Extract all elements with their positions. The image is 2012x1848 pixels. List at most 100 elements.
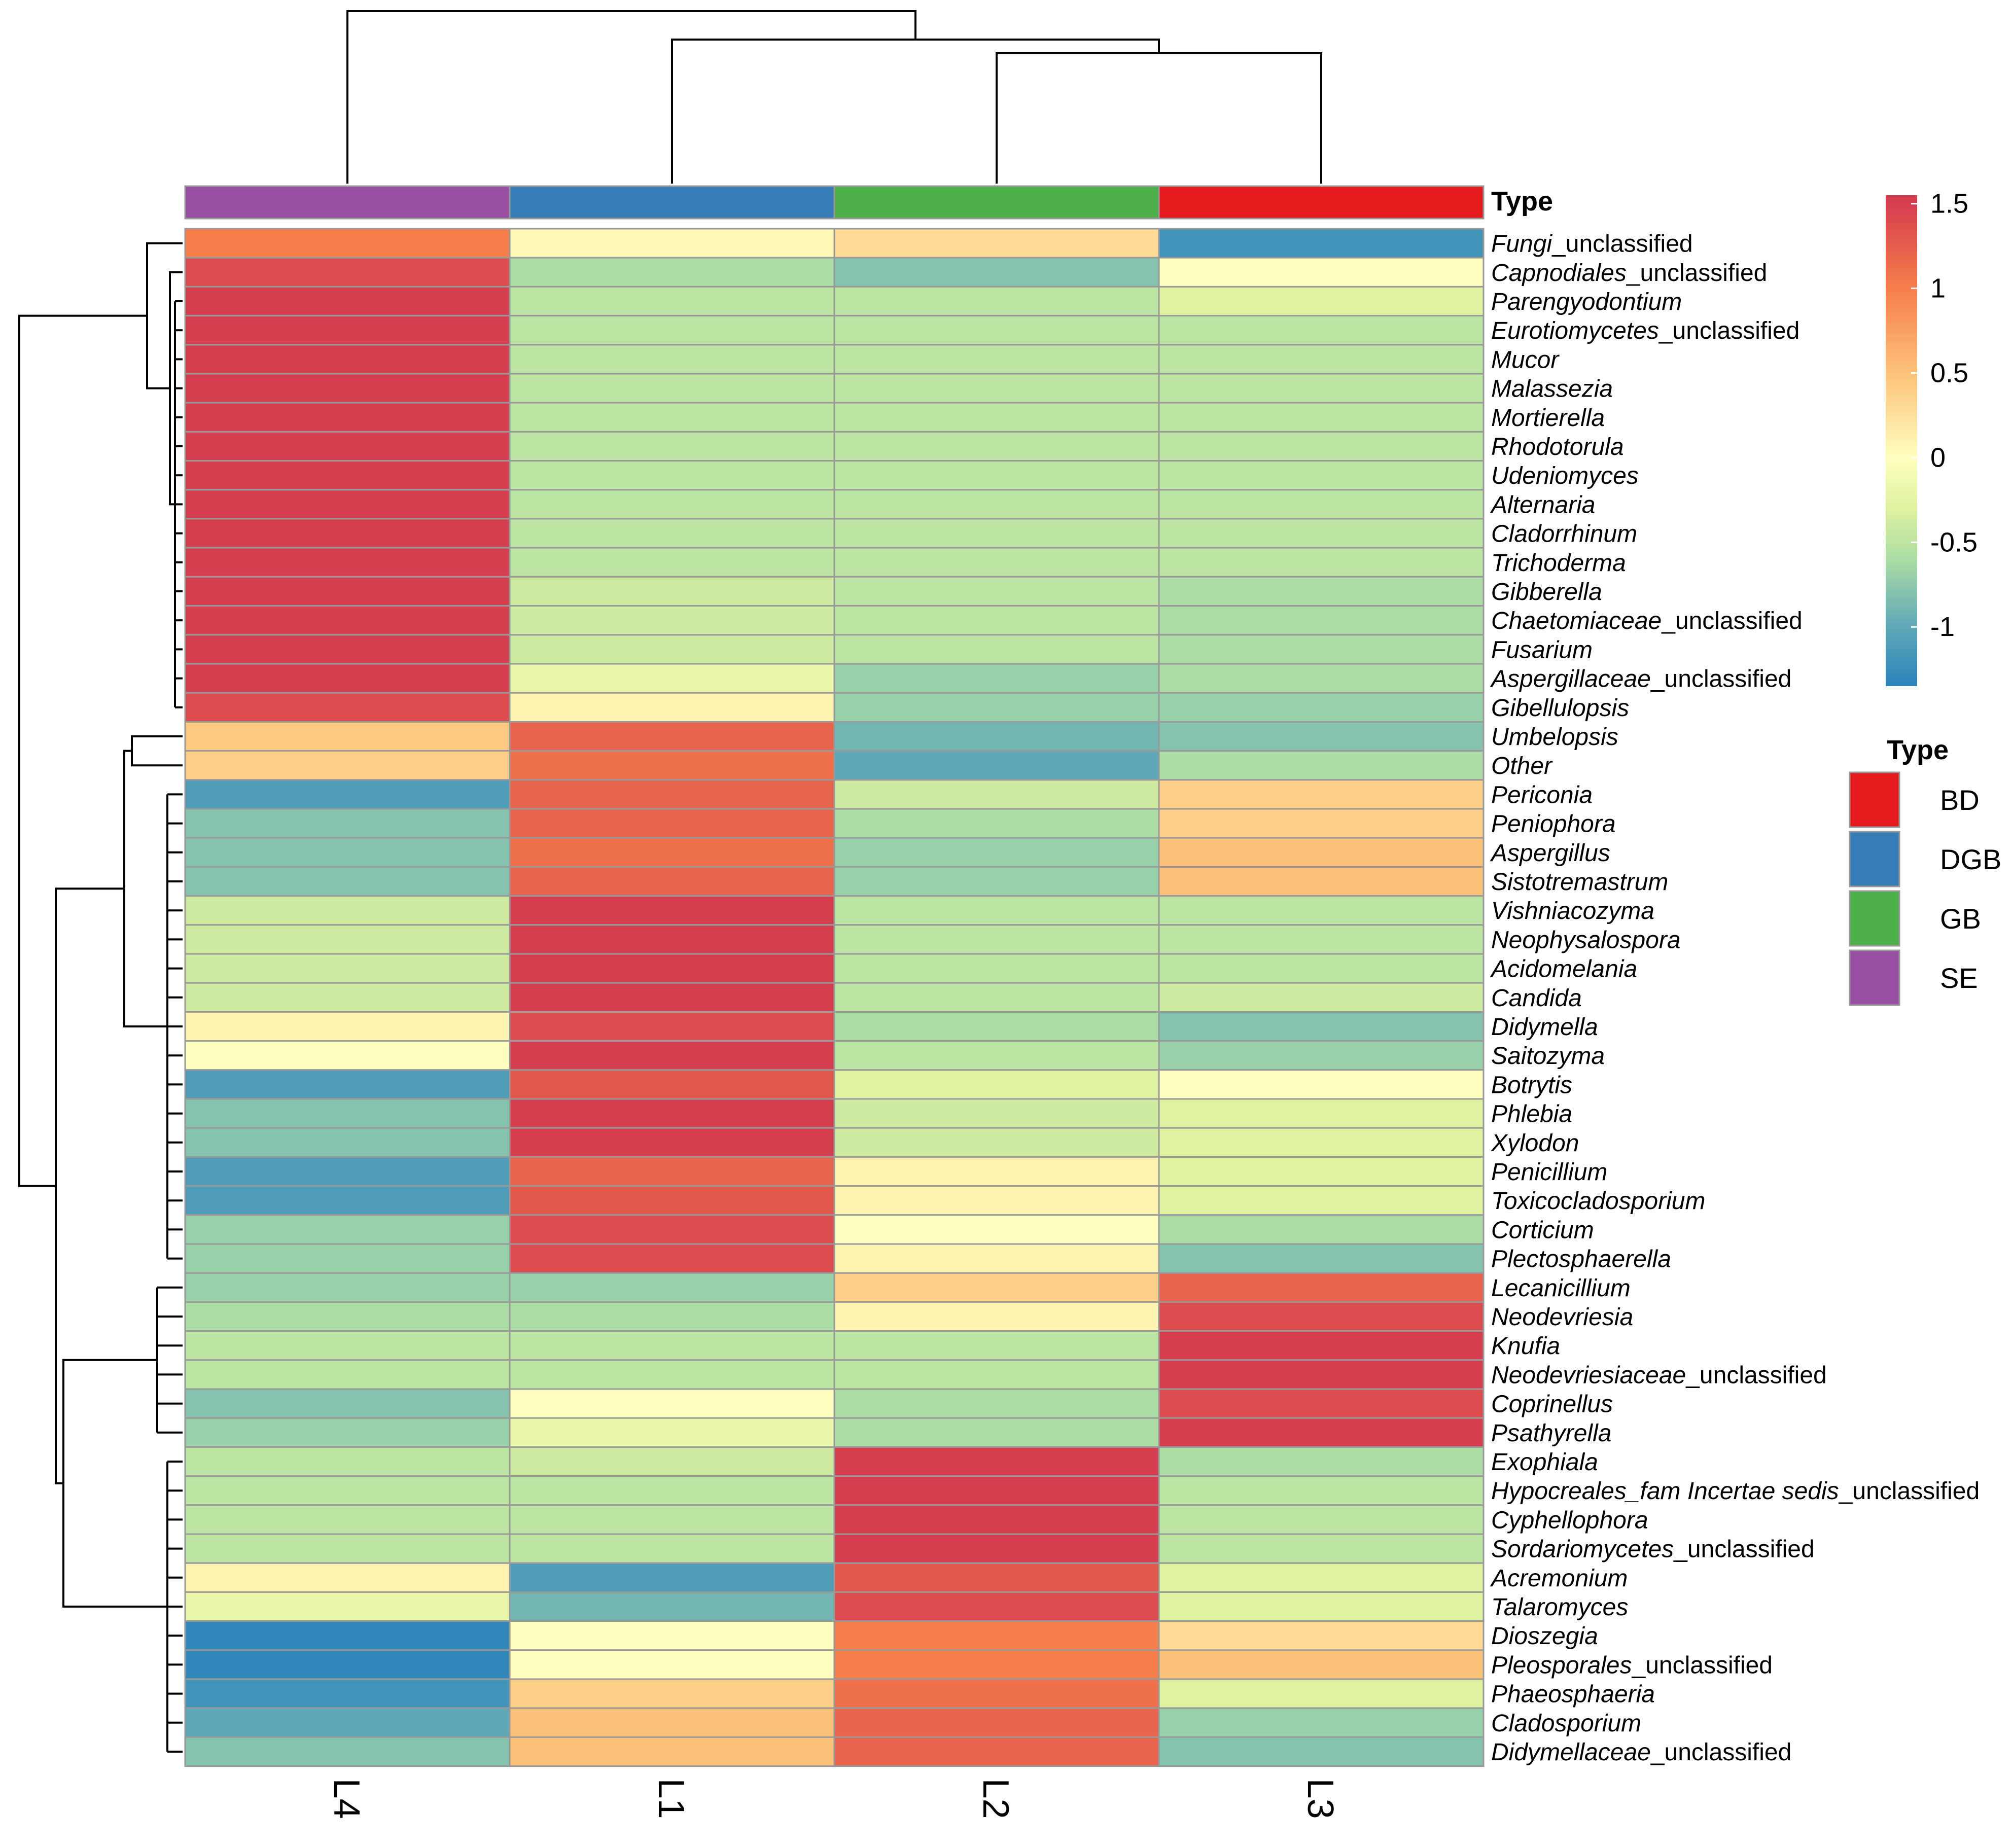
heatmap-cell bbox=[833, 692, 1160, 723]
heatmap-cell bbox=[184, 837, 511, 868]
heatmap-cell bbox=[1158, 779, 1485, 810]
heatmap-cell bbox=[509, 344, 835, 375]
heatmap-cell bbox=[833, 982, 1160, 1013]
heatmap-cell bbox=[833, 1475, 1160, 1506]
heatmap-cell bbox=[509, 1388, 835, 1419]
row-label: Alternaria bbox=[1490, 491, 1595, 518]
heatmap-cell bbox=[833, 460, 1160, 491]
heatmap-cell bbox=[1158, 1098, 1485, 1129]
heatmap-cell bbox=[509, 1504, 835, 1535]
row-label: Capnodiales_unclassified bbox=[1491, 260, 1767, 287]
heatmap-cell bbox=[1158, 1214, 1485, 1245]
heatmap-cell bbox=[833, 547, 1160, 578]
heatmap-cell bbox=[184, 1388, 511, 1419]
heatmap-cell bbox=[509, 779, 835, 810]
annotation-cell bbox=[1158, 185, 1485, 220]
legend-swatch bbox=[1849, 771, 1900, 828]
heatmap-cell bbox=[184, 1591, 511, 1622]
heatmap-cell bbox=[1158, 1185, 1485, 1216]
heatmap-cell bbox=[1158, 431, 1485, 462]
column-labels: L4 L1 L2 L3 bbox=[326, 1779, 1340, 1819]
heatmap-cell bbox=[184, 982, 511, 1013]
heatmap-cell bbox=[184, 634, 511, 665]
heatmap-cell bbox=[1158, 518, 1485, 549]
row-label: Phlebia bbox=[1491, 1101, 1572, 1128]
heatmap-cell bbox=[509, 1127, 835, 1158]
column-label: L2 bbox=[975, 1779, 1016, 1819]
heatmap-cell bbox=[1158, 257, 1485, 288]
heatmap-cell bbox=[1158, 402, 1485, 433]
heatmap-cell bbox=[1158, 895, 1485, 926]
heatmap-cell bbox=[1158, 1475, 1485, 1506]
heatmap-cell bbox=[833, 1533, 1160, 1564]
row-label: Fungi_unclassified bbox=[1491, 231, 1693, 258]
row-label: Sordariomycetes_unclassified bbox=[1491, 1536, 1815, 1563]
heatmap-cell bbox=[833, 634, 1160, 665]
heatmap-cell bbox=[509, 1272, 835, 1303]
heatmap-cell bbox=[833, 518, 1160, 549]
heatmap-cell bbox=[184, 1272, 511, 1303]
row-label: Xylodon bbox=[1491, 1130, 1579, 1157]
heatmap-cell bbox=[509, 1359, 835, 1390]
heatmap-cell bbox=[509, 837, 835, 868]
row-label: Gibellulopsis bbox=[1491, 695, 1629, 722]
column-label: L3 bbox=[1300, 1779, 1340, 1819]
heatmap-cell bbox=[184, 1243, 511, 1274]
heatmap-cell bbox=[833, 1678, 1160, 1709]
heatmap-cell bbox=[509, 1417, 835, 1448]
heatmap-cell bbox=[1158, 1504, 1485, 1535]
dendrogram-branch bbox=[346, 10, 916, 184]
heatmap-cell bbox=[184, 1359, 511, 1390]
heatmap-cell bbox=[833, 344, 1160, 375]
heatmap-cell bbox=[184, 895, 511, 926]
heatmap-cell bbox=[833, 779, 1160, 810]
row-label: Other bbox=[1491, 753, 1553, 779]
heatmap-cell bbox=[1158, 344, 1485, 375]
heatmap-cell bbox=[509, 721, 835, 752]
heatmap-cell bbox=[184, 1620, 511, 1651]
color-scale-tick-label: 0.5 bbox=[1930, 358, 1968, 388]
row-dendrogram bbox=[18, 242, 183, 1753]
legend-swatch bbox=[1849, 890, 1900, 947]
color-scale-tick-label: -1 bbox=[1930, 612, 1955, 642]
heatmap-cell bbox=[184, 721, 511, 752]
row-label: Umbelopsis bbox=[1491, 724, 1618, 751]
row-label: Didymellaceae_unclassified bbox=[1491, 1739, 1791, 1766]
row-label: Periconia bbox=[1491, 781, 1593, 808]
heatmap-cell bbox=[833, 315, 1160, 346]
heatmap-cell bbox=[833, 837, 1160, 868]
row-label: Mortierella bbox=[1491, 405, 1605, 432]
heatmap-cell bbox=[184, 1040, 511, 1071]
heatmap-cell bbox=[1158, 721, 1485, 752]
heatmap-cell bbox=[509, 1475, 835, 1506]
heatmap-cell bbox=[509, 1185, 835, 1216]
row-label: Mucor bbox=[1491, 346, 1560, 373]
heatmap-cell bbox=[833, 489, 1160, 520]
annotation-title: Type bbox=[1491, 186, 1553, 217]
color-scale-legend: 1.5 1 0.5 0 -0.5 -1 bbox=[1886, 189, 1978, 686]
heatmap-cell bbox=[184, 779, 511, 810]
heatmap-cell bbox=[833, 431, 1160, 462]
heatmap-cell bbox=[509, 1562, 835, 1593]
row-label: Eurotiomycetes_unclassified bbox=[1491, 317, 1799, 344]
row-label: Aspergillaceae_unclassified bbox=[1490, 666, 1791, 693]
heatmap-cells bbox=[184, 228, 1485, 1767]
dendrogram-branch bbox=[146, 242, 183, 389]
heatmap-cell bbox=[184, 1185, 511, 1216]
row-label: Cyphellophora bbox=[1491, 1507, 1648, 1534]
row-label: Neodevriesiaceae_unclassified bbox=[1491, 1362, 1827, 1389]
heatmap-cell bbox=[1158, 982, 1485, 1013]
annotation-cell bbox=[833, 185, 1160, 220]
heatmap-cell bbox=[833, 1011, 1160, 1042]
dendrogram-branch bbox=[18, 314, 147, 1187]
heatmap-cell bbox=[509, 953, 835, 984]
heatmap-cell bbox=[509, 692, 835, 723]
heatmap-cell bbox=[833, 1620, 1160, 1651]
heatmap-cell bbox=[1158, 1678, 1485, 1709]
color-scale-tick-label: 1.5 bbox=[1930, 189, 1968, 219]
color-scale-tick-label: -0.5 bbox=[1930, 527, 1978, 557]
heatmap-cell bbox=[509, 663, 835, 694]
heatmap-cell bbox=[509, 1011, 835, 1042]
heatmap-cell bbox=[833, 1736, 1160, 1767]
heatmap-cell bbox=[833, 1649, 1160, 1680]
